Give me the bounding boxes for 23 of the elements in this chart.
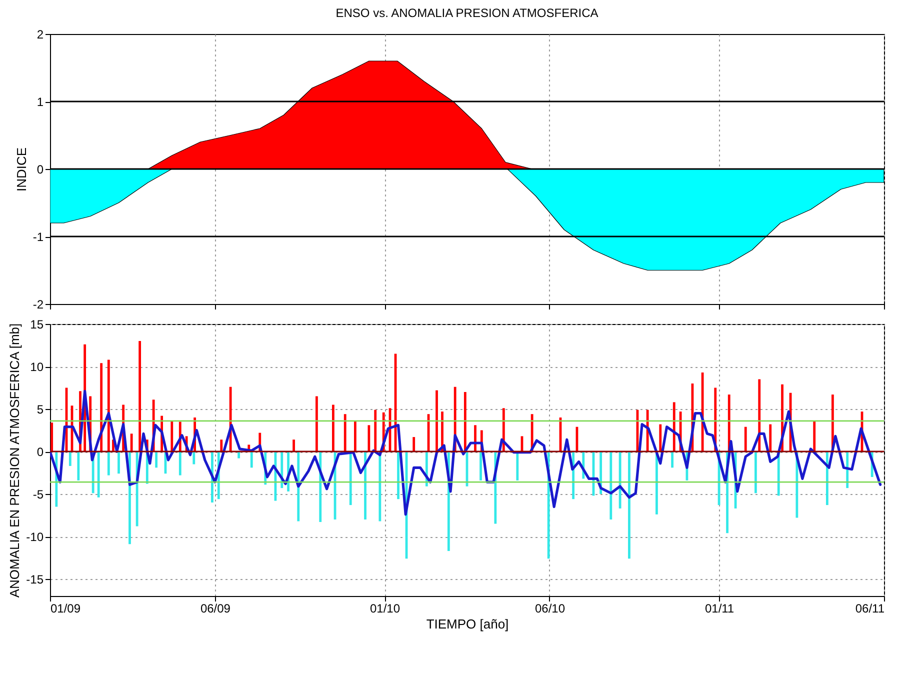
y-tick-label: 1: [36, 95, 44, 109]
y-tick-label: -15: [26, 572, 44, 586]
y-tick-label: -10: [26, 530, 44, 544]
y-tick-label: 0: [36, 162, 44, 176]
y-tick-label: 10: [30, 360, 44, 374]
y-tick-label: 15: [30, 318, 44, 332]
y-axis-title: ANOMALIA EN PRESION ATMOSFERICA [mb]: [7, 323, 22, 598]
x-axis-title: TIEMPO [año]: [426, 616, 509, 632]
x-tick-label: 01/09: [50, 602, 81, 616]
x-tick-label: 06/10: [534, 602, 566, 616]
y-tick-label: -2: [32, 298, 44, 312]
x-tick-label: 06/09: [200, 602, 231, 616]
x-tick-label: 06/11: [855, 602, 885, 616]
y-tick-label: 2: [36, 28, 44, 42]
y-tick-label: 0: [36, 445, 44, 459]
y-axis-title: INDICE: [14, 147, 29, 192]
line-series: [50, 390, 882, 516]
chart-title: ENSO vs. ANOMALIA PRESION ATMOSFERICA: [336, 6, 598, 20]
y-tick-label: -1: [32, 230, 44, 244]
y-tick-label: 5: [36, 402, 44, 416]
x-tick-label: 01/10: [370, 602, 400, 616]
x-tick-label: 01/11: [704, 602, 734, 616]
y-tick-label: -5: [32, 488, 44, 502]
